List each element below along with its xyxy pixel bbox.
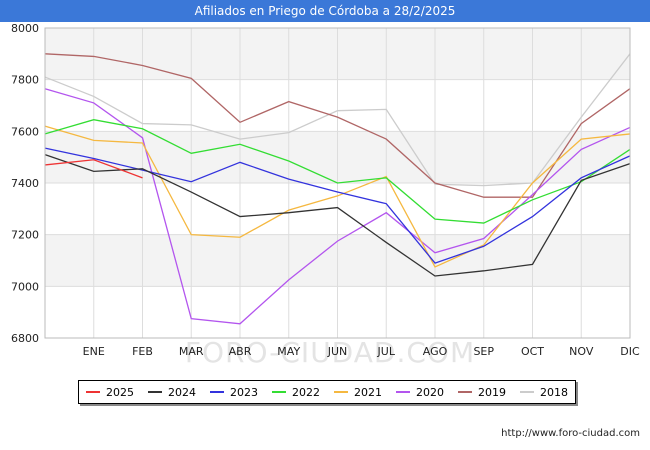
x-tick-label: FEB [132, 345, 153, 358]
legend-swatch [86, 391, 100, 393]
legend-item-2023: 2023 [210, 386, 258, 399]
legend-swatch [272, 391, 286, 393]
legend-label: 2020 [416, 385, 444, 399]
y-tick-label: 7200 [11, 229, 39, 242]
x-tick-label: ENE [83, 345, 105, 358]
legend-item-2018: 2018 [520, 386, 568, 399]
legend-label: 2025 [106, 385, 134, 399]
series-lines [44, 53, 631, 325]
x-tick-label: JUL [377, 345, 396, 358]
y-tick-label: 7400 [11, 177, 39, 190]
legend-swatch [148, 391, 162, 393]
legend-label: 2019 [478, 385, 506, 399]
x-tick-label: MAY [277, 345, 300, 358]
series-line-2020 [44, 88, 631, 325]
legend-label: 2021 [354, 385, 382, 399]
legend-label: 2024 [168, 385, 196, 399]
legend-label: 2018 [540, 385, 568, 399]
x-tick-label: ABR [229, 345, 252, 358]
legend-item-2024: 2024 [148, 386, 196, 399]
series-line-2023 [44, 147, 631, 264]
legend-swatch [458, 391, 472, 393]
y-tick-label: 7800 [11, 74, 39, 87]
series-line-2025 [44, 159, 143, 179]
x-tick-label: NOV [569, 345, 594, 358]
legend: 2025 2024 2023 2022 2021 2020 2019 2018 [78, 380, 576, 404]
legend-item-2021: 2021 [334, 386, 382, 399]
source-url: http://www.foro-ciudad.com [501, 428, 640, 439]
x-tick-label: JUN [327, 345, 348, 358]
series-line-2021 [44, 125, 631, 268]
x-tick-label: DIC [620, 345, 640, 358]
x-axis-ticks: ENE FEB MAR ABR MAY JUN JUL AGO SEP OCT NOV DIC [83, 345, 640, 358]
y-tick-label: 7600 [11, 125, 39, 138]
x-tick-label: AGO [423, 345, 448, 358]
y-axis-ticks: 6800 7000 7200 7400 7600 7800 8000 [11, 22, 39, 345]
legend-item-2019: 2019 [458, 386, 506, 399]
x-tick-label: MAR [179, 345, 204, 358]
legend-label: 2022 [292, 385, 320, 399]
legend-swatch [210, 391, 224, 393]
legend-swatch [334, 391, 348, 393]
x-tick-label: SEP [473, 345, 494, 358]
legend-label: 2023 [230, 385, 258, 399]
legend-item-2025: 2025 [86, 386, 134, 399]
y-tick-label: 6800 [11, 332, 39, 345]
y-tick-label: 8000 [11, 22, 39, 35]
legend-item-2020: 2020 [396, 386, 444, 399]
legend-swatch [520, 391, 534, 393]
plot-frame [44, 27, 631, 339]
watermark: FORO-CIUDAD.COM [185, 336, 475, 369]
series-line-2019 [44, 53, 631, 198]
x-tick-label: OCT [521, 345, 544, 358]
series-line-2022 [44, 119, 631, 224]
y-tick-label: 7000 [11, 280, 39, 293]
chart-title: Afiliados en Priego de Córdoba a 28/2/20… [0, 0, 650, 22]
legend-item-2022: 2022 [272, 386, 320, 399]
series-line-2024 [44, 153, 631, 277]
legend-swatch [396, 391, 410, 393]
